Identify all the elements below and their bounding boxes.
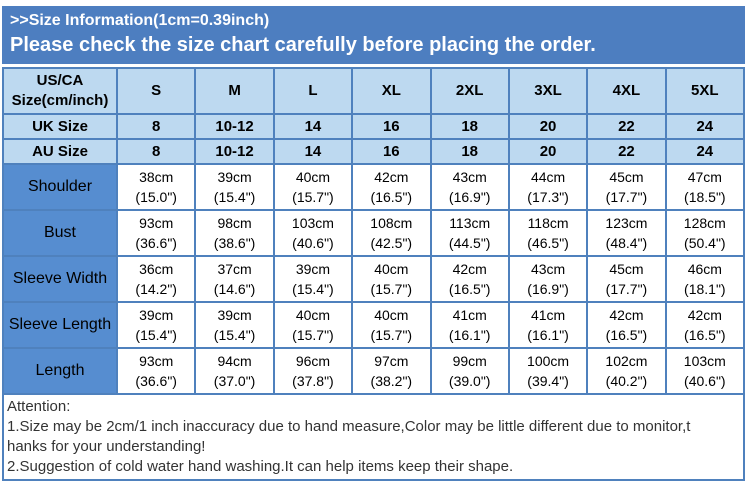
attention-box: Attention: 1.Size may be 2cm/1 inch inacc… [2, 395, 745, 481]
attention-line: hanks for your understanding! [7, 438, 206, 455]
size-chart-table: US/CA Size(cm/inch) S M L XL 2XL 3XL 4XL 5XL UK… [2, 67, 746, 395]
size-column-header: 4XL [586, 67, 667, 115]
measure-cell: 43cm (16.9") [507, 255, 589, 303]
size-column-header: 3XL [507, 67, 589, 115]
measure-row-label: Sleeve Width [2, 255, 118, 303]
measure-cell: 37cm (14.6") [194, 255, 275, 303]
measure-row-label: Shoulder [2, 163, 118, 211]
table-row: AU Size 8 10-12 14 16 18 20 22 24 [2, 138, 746, 165]
measure-cell: 39cm (15.4") [194, 301, 275, 349]
measure-cell: 45cm (17.7") [586, 255, 667, 303]
banner-title: >>Size Information(1cm=0.39inch) [10, 12, 270, 29]
size-column-header: L [272, 67, 354, 115]
attention-line: 1.Size may be 2cm/1 inch inaccuracy due … [7, 418, 691, 435]
size-table-body: UK Size 8 10-12 14 16 18 20 22 24 AU Size 8 10-12 14… [2, 113, 746, 395]
measure-cell: 93cm (36.6") [115, 347, 197, 395]
measure-cell: 100cm (39.4") [507, 347, 589, 395]
size-row-label: UK Size [2, 113, 118, 140]
attention-line: Attention: [7, 398, 71, 415]
measure-cell: 40cm (15.7") [351, 301, 432, 349]
measure-cell: 108cm (42.5") [351, 209, 432, 257]
measure-cell: 102cm (40.2") [586, 347, 667, 395]
measure-cell: 118cm (46.5") [507, 209, 589, 257]
banner-subtitle: Please check the size chart carefully be… [10, 34, 596, 56]
size-cell: 14 [272, 138, 354, 165]
size-cell: 18 [429, 113, 510, 140]
size-column-header: S [115, 67, 197, 115]
size-cell: 22 [586, 113, 667, 140]
measure-cell: 45cm (17.7") [586, 163, 667, 211]
measure-cell: 39cm (15.4") [115, 301, 197, 349]
measure-cell: 40cm (15.7") [351, 255, 432, 303]
size-cell: 10-12 [194, 138, 275, 165]
size-cell: 16 [351, 113, 432, 140]
size-cell: 24 [664, 113, 746, 140]
size-cell: 20 [507, 113, 589, 140]
measure-cell: 40cm (15.7") [272, 301, 354, 349]
size-cell: 8 [115, 113, 197, 140]
table-row: Length 93cm (36.6") 94cm (37.0") 96cm (37.8… [2, 347, 746, 395]
measure-cell: 42cm (16.5") [586, 301, 667, 349]
table-row: Bust 93cm (36.6") 98cm (38.6") 103cm (40.6"… [2, 209, 746, 257]
measure-cell: 47cm (18.5") [664, 163, 746, 211]
measure-cell: 94cm (37.0") [194, 347, 275, 395]
size-column-header: XL [351, 67, 432, 115]
size-column-header: 2XL [429, 67, 510, 115]
measure-cell: 43cm (16.9") [429, 163, 510, 211]
table-row: Sleeve Width 36cm (14.2") 37cm (14.6") 39cm… [2, 255, 746, 303]
measure-cell: 41cm (16.1") [507, 301, 589, 349]
measure-cell: 36cm (14.2") [115, 255, 197, 303]
measure-cell: 42cm (16.5") [351, 163, 432, 211]
measure-cell: 97cm (38.2") [351, 347, 432, 395]
measure-cell: 128cm (50.4") [664, 209, 746, 257]
size-cell: 24 [664, 138, 746, 165]
measure-cell: 42cm (16.5") [429, 255, 510, 303]
measure-cell: 39cm (15.4") [272, 255, 354, 303]
measure-cell: 46cm (18.1") [664, 255, 746, 303]
measure-row-label: Sleeve Length [2, 301, 118, 349]
table-row: Shoulder 38cm (15.0") 39cm (15.4") 40cm (15… [2, 163, 746, 211]
measure-cell: 103cm (40.6") [664, 347, 746, 395]
measure-cell: 41cm (16.1") [429, 301, 510, 349]
measure-cell: 113cm (44.5") [429, 209, 510, 257]
measure-cell: 93cm (36.6") [115, 209, 197, 257]
size-cell: 8 [115, 138, 197, 165]
size-cell: 18 [429, 138, 510, 165]
measure-cell: 44cm (17.3") [507, 163, 589, 211]
size-info-banner: >>Size Information(1cm=0.39inch) Please … [2, 6, 745, 64]
measure-cell: 38cm (15.0") [115, 163, 197, 211]
measure-cell: 123cm (48.4") [586, 209, 667, 257]
measure-cell: 99cm (39.0") [429, 347, 510, 395]
size-column-header: M [194, 67, 275, 115]
corner-header-cell: US/CA Size(cm/inch) [2, 67, 118, 115]
size-cell: 10-12 [194, 113, 275, 140]
measure-cell: 40cm (15.7") [272, 163, 354, 211]
size-row-label: AU Size [2, 138, 118, 165]
table-row: UK Size 8 10-12 14 16 18 20 22 24 [2, 113, 746, 140]
measure-cell: 98cm (38.6") [194, 209, 275, 257]
measure-cell: 103cm (40.6") [272, 209, 354, 257]
size-cell: 16 [351, 138, 432, 165]
measure-row-label: Length [2, 347, 118, 395]
size-cell: 20 [507, 138, 589, 165]
attention-line: 2.Suggestion of cold water hand washing.… [7, 458, 514, 475]
size-cell: 22 [586, 138, 667, 165]
size-column-header: 5XL [664, 67, 746, 115]
measure-row-label: Bust [2, 209, 118, 257]
measure-cell: 39cm (15.4") [194, 163, 275, 211]
table-row: Sleeve Length 39cm (15.4") 39cm (15.4") 40c… [2, 301, 746, 349]
size-cell: 14 [272, 113, 354, 140]
measure-cell: 96cm (37.8") [272, 347, 354, 395]
table-header-row: US/CA Size(cm/inch) S M L XL 2XL 3XL 4XL 5XL [2, 67, 746, 115]
measure-cell: 42cm (16.5") [664, 301, 746, 349]
